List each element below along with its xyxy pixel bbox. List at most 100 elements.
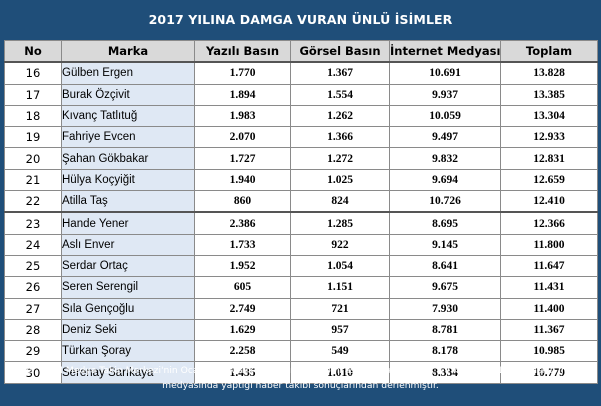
row-internet-medyasi: 7.930 (389, 297, 501, 320)
row-yazili-basin: 1.983 (194, 104, 291, 128)
source-note-line-1: Veriler, MTM Medya Takip Merkezi'nin Oca… (6, 365, 595, 376)
row-no: 18 (4, 104, 62, 128)
row-internet-medyasi: 9.937 (389, 83, 501, 106)
row-yazili-basin: 1.894 (194, 83, 291, 106)
row-name: Atilla Taş (61, 190, 195, 214)
header-yazili-basin: Yazılı Basın (194, 40, 291, 64)
row-gorsel-basin: 1.151 (290, 276, 390, 299)
row-internet-medyasi: 9.832 (389, 147, 501, 170)
table-row: 27 Sıla Gençoğlu 2.749 721 7.930 11.400 (4, 297, 598, 320)
ranking-table: No Marka Yazılı Basın Görsel Basın İnter… (4, 40, 598, 384)
source-note: Veriler, MTM Medya Takip Merkezi'nin Oca… (6, 363, 595, 403)
source-note-line-2: medyasında yaptığı haber takibi sonuçlar… (162, 380, 439, 391)
row-no: 16 (4, 61, 62, 85)
row-toplam: 12.366 (500, 211, 598, 235)
row-gorsel-basin: 824 (290, 190, 390, 214)
row-gorsel-basin: 957 (290, 318, 390, 342)
row-yazili-basin: 2.386 (194, 211, 291, 235)
row-gorsel-basin: 549 (290, 340, 390, 363)
row-gorsel-basin: 1.025 (290, 168, 390, 192)
row-name: Serdar Ortaç (61, 254, 195, 278)
row-internet-medyasi: 8.781 (389, 318, 501, 342)
row-toplam: 10.985 (500, 340, 598, 363)
table-row: 21 Hülya Koçyiğit 1.940 1.025 9.694 12.659 (4, 168, 598, 192)
row-no: 29 (4, 340, 62, 363)
table-row: 24 Aslı Enver 1.733 922 9.145 11.800 (4, 233, 598, 256)
row-internet-medyasi: 9.675 (389, 276, 501, 299)
row-yazili-basin: 1.733 (194, 233, 291, 256)
row-name: Deniz Seki (61, 318, 195, 342)
row-no: 21 (4, 168, 62, 192)
row-name: Seren Serengil (61, 276, 195, 299)
row-no: 27 (4, 297, 62, 320)
row-gorsel-basin: 1.054 (290, 254, 390, 278)
row-no: 25 (4, 254, 62, 278)
row-gorsel-basin: 922 (290, 233, 390, 256)
row-no: 19 (4, 126, 62, 149)
row-toplam: 13.304 (500, 104, 598, 128)
header-gorsel-basin: Görsel Basın (290, 40, 390, 64)
row-yazili-basin: 1.629 (194, 318, 291, 342)
table-row: 20 Şahan Gökbakar 1.727 1.272 9.832 12.831 (4, 147, 598, 170)
row-internet-medyasi: 8.641 (389, 254, 501, 278)
row-toplam: 12.933 (500, 126, 598, 149)
table-row: 28 Deniz Seki 1.629 957 8.781 11.367 (4, 318, 598, 342)
row-toplam: 13.828 (500, 61, 598, 85)
header-no: No (4, 40, 62, 64)
row-internet-medyasi: 10.726 (389, 190, 501, 214)
table-row: 19 Fahriye Evcen 2.070 1.366 9.497 12.933 (4, 126, 598, 149)
row-toplam: 11.400 (500, 297, 598, 320)
row-toplam: 11.367 (500, 318, 598, 342)
row-internet-medyasi: 8.334 (389, 361, 501, 384)
row-name: Hande Yener (61, 211, 195, 235)
row-yazili-basin: 1.940 (194, 168, 291, 192)
row-toplam: 11.647 (500, 254, 598, 278)
row-toplam: 12.659 (500, 168, 598, 192)
row-internet-medyasi: 10.059 (389, 104, 501, 128)
row-toplam: 12.831 (500, 147, 598, 170)
row-gorsel-basin: 1.010 (290, 361, 390, 384)
page-title: 2017 YILINA DAMGA VURAN ÜNLÜ İSİMLER (148, 11, 453, 27)
row-yazili-basin: 1.952 (194, 254, 291, 278)
row-name: Gülben Ergen (61, 61, 195, 85)
table-row: 26 Seren Serengil 605 1.151 9.675 11.431 (4, 276, 598, 299)
row-gorsel-basin: 1.272 (290, 147, 390, 170)
row-no: 23 (4, 211, 62, 235)
row-name: Türkan Şoray (61, 340, 195, 363)
table-row: 30 Serenay Sarıkaya 1.435 1.010 8.334 10.779 (4, 361, 598, 384)
header-marka: Marka (61, 40, 195, 64)
row-internet-medyasi: 8.695 (389, 211, 501, 235)
row-name: Aslı Enver (61, 233, 195, 256)
row-gorsel-basin: 1.285 (290, 211, 390, 235)
table-row: 25 Serdar Ortaç 1.952 1.054 8.641 11.647 (4, 254, 598, 278)
row-no: 28 (4, 318, 62, 342)
row-toplam: 10.779 (500, 361, 598, 384)
row-name: Fahriye Evcen (61, 126, 195, 149)
row-gorsel-basin: 1.262 (290, 104, 390, 128)
table-row: 18 Kıvanç Tatlıtuğ 1.983 1.262 10.059 13.304 (4, 104, 598, 128)
row-yazili-basin: 1.727 (194, 147, 291, 170)
row-name: Kıvanç Tatlıtuğ (61, 104, 195, 128)
row-no: 20 (4, 147, 62, 170)
row-toplam: 13.385 (500, 83, 598, 106)
row-name: Burak Özçivit (61, 83, 195, 106)
row-no: 26 (4, 276, 62, 299)
header-internet-medyasi: İnternet Medyası (389, 40, 501, 64)
row-toplam: 11.800 (500, 233, 598, 256)
row-internet-medyasi: 9.694 (389, 168, 501, 192)
row-no: 17 (4, 83, 62, 106)
row-gorsel-basin: 1.367 (290, 61, 390, 85)
row-yazili-basin: 605 (194, 276, 291, 299)
header-toplam: Toplam (500, 40, 598, 64)
row-name: Hülya Koçyiğit (61, 168, 195, 192)
row-name: Şahan Gökbakar (61, 147, 195, 170)
row-gorsel-basin: 1.366 (290, 126, 390, 149)
row-name: Serenay Sarıkaya (61, 361, 195, 384)
row-no: 30 (4, 361, 62, 384)
row-toplam: 11.431 (500, 276, 598, 299)
row-gorsel-basin: 1.554 (290, 83, 390, 106)
row-internet-medyasi: 8.178 (389, 340, 501, 363)
row-gorsel-basin: 721 (290, 297, 390, 320)
table-row: 17 Burak Özçivit 1.894 1.554 9.937 13.385 (4, 83, 598, 106)
